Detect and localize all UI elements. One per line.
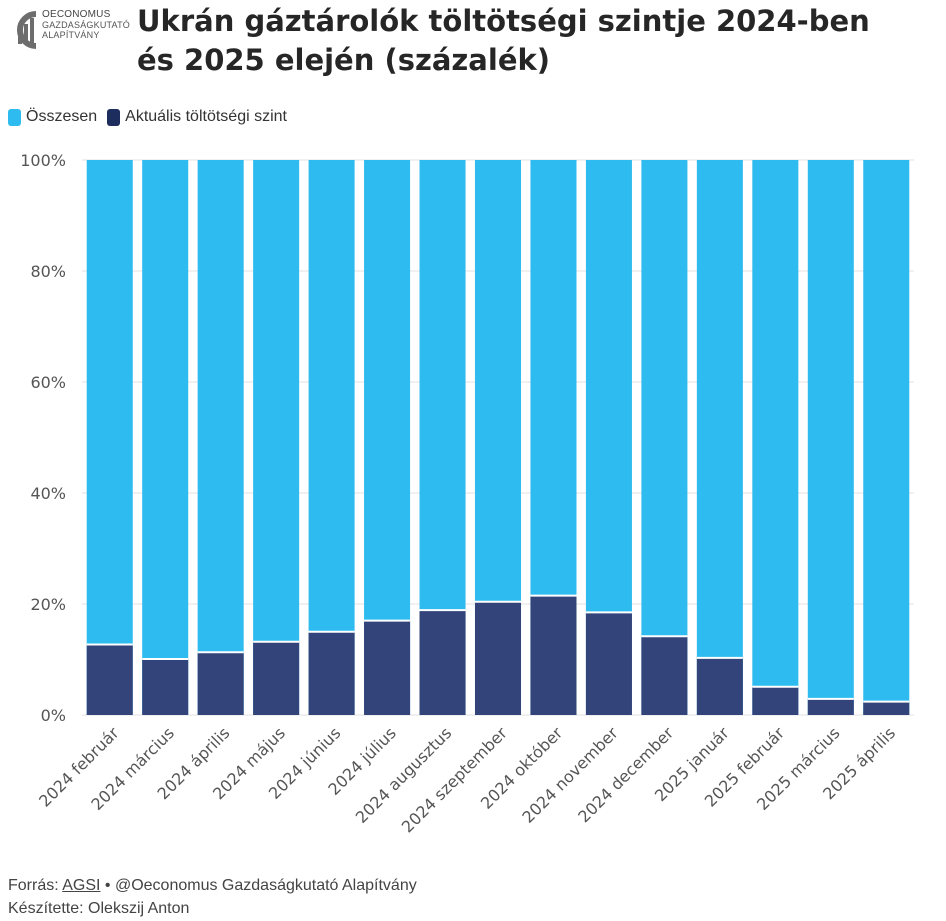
legend-label-total: Összesen bbox=[26, 108, 98, 125]
y-tick-label: 40% bbox=[30, 484, 66, 503]
legend-item-current: Aktuális töltötségi szint bbox=[107, 108, 287, 126]
legend-swatch-current bbox=[107, 108, 121, 126]
y-tick-label: 100% bbox=[20, 151, 66, 170]
logo-text: OECONOMUS GAZDASÁGKUTATÓ ALAPÍTVÁNY bbox=[42, 9, 130, 41]
bar-total bbox=[641, 160, 688, 715]
bar-total bbox=[253, 160, 300, 715]
y-tick-label: 60% bbox=[30, 373, 66, 392]
source-suffix: • @Oeconomus Gazdaságkutató Alapítvány bbox=[104, 877, 417, 894]
bar-current-level bbox=[752, 686, 799, 715]
x-tick-label: 2024 augusztus bbox=[352, 723, 456, 827]
bar-total bbox=[696, 160, 743, 715]
bar-current-level bbox=[86, 644, 133, 715]
legend: Összesen Aktuális töltötségi szint bbox=[8, 108, 297, 126]
x-tick-label: 2024 szeptember bbox=[398, 723, 511, 836]
legend-swatch-total bbox=[8, 108, 21, 126]
x-tick-label: 2024 november bbox=[518, 723, 622, 827]
logo-icon bbox=[17, 11, 37, 49]
bar-current-level bbox=[696, 657, 743, 715]
bar-total bbox=[197, 160, 244, 715]
legend-label-current: Aktuális töltötségi szint bbox=[125, 108, 287, 125]
bar-total bbox=[308, 160, 355, 715]
x-tick-label: 2024 december bbox=[574, 723, 677, 826]
chart-title-line-2: és 2025 elején (százalék) bbox=[137, 43, 551, 77]
bar-current-level bbox=[197, 652, 244, 715]
logo-line-1: OECONOMUS bbox=[42, 9, 111, 20]
y-tick-label: 0% bbox=[41, 706, 66, 725]
bar-current-level bbox=[419, 610, 466, 715]
chart-title-line-1: Ukrán gáztárolók töltötségi szintje 2024… bbox=[137, 4, 870, 38]
bar-total bbox=[86, 160, 133, 715]
bar-current-level bbox=[641, 636, 688, 715]
bar-total bbox=[752, 160, 799, 715]
logo: OECONOMUS GAZDASÁGKUTATÓ ALAPÍTVÁNY bbox=[6, 4, 136, 60]
bar-current-level bbox=[142, 658, 189, 715]
bar-current-level bbox=[807, 698, 854, 715]
bar-current-level bbox=[308, 631, 355, 715]
source-link[interactable]: AGSI bbox=[62, 877, 101, 894]
chart-title: Ukrán gáztárolók töltötségi szintje 2024… bbox=[137, 2, 937, 80]
legend-item-total: Összesen bbox=[8, 108, 97, 126]
y-tick-label: 80% bbox=[30, 262, 66, 281]
bar-total bbox=[142, 160, 189, 715]
bar-current-level bbox=[585, 612, 632, 715]
bar-current-level bbox=[530, 595, 577, 715]
logo-line-2: GAZDASÁGKUTATÓ bbox=[42, 20, 130, 30]
y-tick-label: 20% bbox=[30, 595, 66, 614]
bar-total bbox=[807, 160, 854, 715]
bar-current-level bbox=[364, 620, 411, 715]
source-prefix: Forrás: bbox=[8, 877, 59, 894]
bar-current-level bbox=[253, 641, 300, 715]
bar-current-level bbox=[863, 701, 910, 715]
author-line: Készítette: Olekszij Anton bbox=[8, 900, 190, 917]
bar-current-level bbox=[474, 601, 522, 715]
logo-line-3: ALAPÍTVÁNY bbox=[42, 30, 100, 40]
footer: Forrás: AGSI • @Oeconomus Gazdaságkutató… bbox=[8, 874, 417, 920]
bar-total bbox=[863, 160, 910, 715]
source-line: Forrás: AGSI • @Oeconomus Gazdaságkutató… bbox=[8, 874, 417, 897]
